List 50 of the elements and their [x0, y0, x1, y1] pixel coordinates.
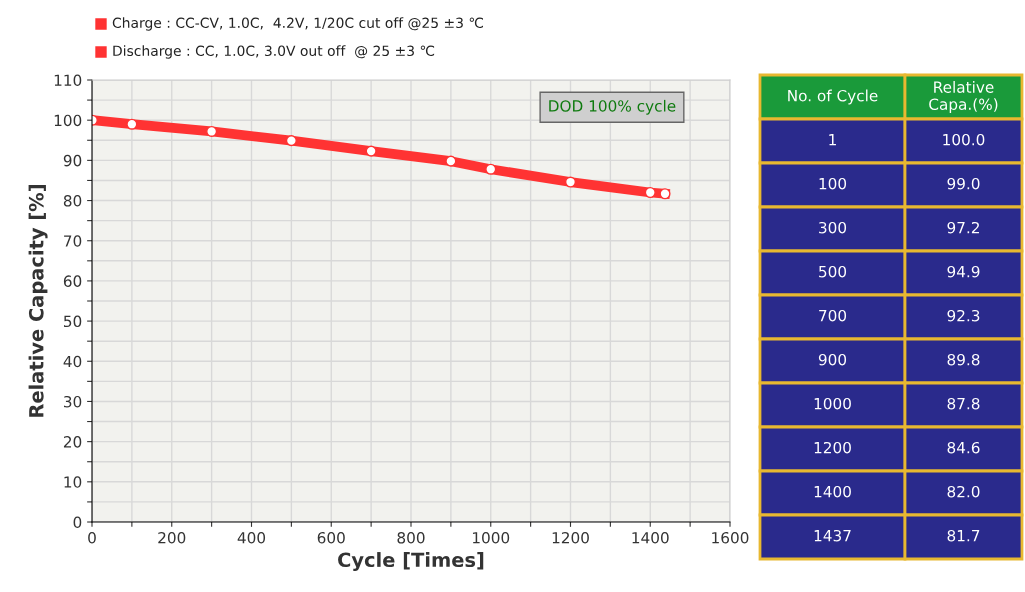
x-tick-label: 400 [237, 531, 266, 544]
text: No. of Cycle [788, 89, 878, 105]
y-tick-label: 90 [63, 154, 82, 167]
y-axis-title: Relative Capacity [%] [28, 185, 48, 417]
text: 97.2 [947, 221, 979, 234]
x-tick-label: 1200 [552, 531, 589, 544]
annotation: DOD 100% cycle [549, 99, 676, 115]
text: 87.8 [947, 397, 980, 410]
x-tick-label: 800 [397, 531, 425, 544]
x-tick-label: 200 [158, 531, 186, 544]
text: 1437 [814, 529, 851, 542]
x-tick-label: 600 [317, 531, 345, 544]
y-tick-label: 30 [64, 395, 82, 408]
text: 81.7 [947, 529, 980, 542]
text: 94.9 [947, 265, 980, 278]
x-tick-label: 1400 [632, 531, 669, 544]
x-tick-label: 0 [88, 531, 96, 544]
text: Charge : CC-CV, 1.0C, 4.2V, 1/20C cut off @25 ±3 ℃ [112, 17, 484, 31]
y-tick-label: 50 [64, 315, 82, 328]
text: 89.8 [947, 353, 980, 366]
y-tick-label: 40 [63, 355, 82, 368]
y-tick-label: 10 [64, 476, 82, 488]
text: 99.0 [947, 177, 980, 190]
text: 1000 [814, 397, 851, 410]
text: Relative Capa.(%) [929, 81, 998, 113]
x-axis-title: Cycle [Times] [338, 552, 484, 572]
y-tick-label: 80 [63, 195, 82, 207]
x-tick-label: 1000 [472, 531, 510, 544]
text: 1 [829, 134, 836, 146]
text: 500 [819, 265, 847, 278]
y-tick-label: 60 [63, 275, 82, 287]
point [445, 155, 457, 167]
text: 92.3 [947, 309, 980, 322]
y-tick-label: 70 [64, 235, 82, 247]
text: 1200 [814, 441, 851, 454]
text: 300 [819, 221, 847, 234]
x-tick-label: 1600 [712, 531, 749, 544]
text: 700 [819, 309, 847, 322]
y-tick-label: 110 [54, 74, 82, 87]
text: 84.6 [947, 441, 980, 454]
y-tick-label: 0 [73, 516, 82, 529]
text: 100.0 [943, 133, 985, 146]
y-tick-label: 100 [54, 114, 82, 127]
text: 1400 [814, 485, 851, 498]
text: 82.0 [947, 485, 980, 498]
y-tick-label: 20 [63, 436, 82, 448]
point [659, 188, 671, 200]
text: Discharge : CC, 1.0C, 3.0V out off @ 25 ±3 ℃ [113, 45, 435, 59]
text: 900 [818, 353, 847, 366]
text: 100 [819, 177, 847, 190]
